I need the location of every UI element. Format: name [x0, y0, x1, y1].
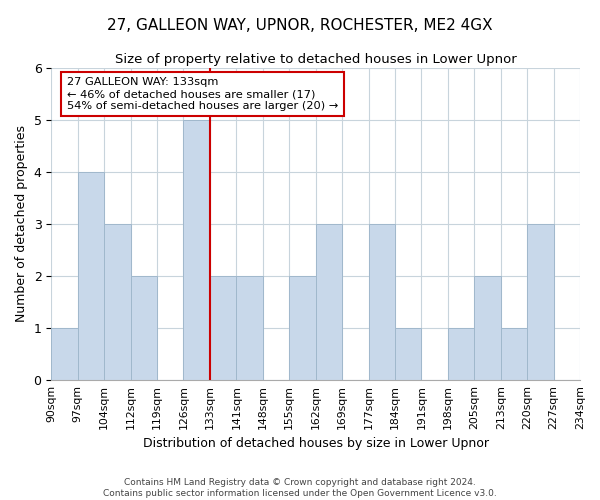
- Bar: [104, 224, 131, 380]
- Text: 27, GALLEON WAY, UPNOR, ROCHESTER, ME2 4GX: 27, GALLEON WAY, UPNOR, ROCHESTER, ME2 4…: [107, 18, 493, 32]
- Bar: [289, 276, 316, 380]
- Bar: [131, 276, 157, 380]
- Bar: [210, 276, 236, 380]
- Bar: [395, 328, 421, 380]
- Text: 27 GALLEON WAY: 133sqm
← 46% of detached houses are smaller (17)
54% of semi-det: 27 GALLEON WAY: 133sqm ← 46% of detached…: [67, 78, 338, 110]
- Y-axis label: Number of detached properties: Number of detached properties: [15, 126, 28, 322]
- X-axis label: Distribution of detached houses by size in Lower Upnor: Distribution of detached houses by size …: [143, 437, 488, 450]
- Bar: [448, 328, 474, 380]
- Bar: [368, 224, 395, 380]
- Bar: [78, 172, 104, 380]
- Bar: [500, 328, 527, 380]
- Title: Size of property relative to detached houses in Lower Upnor: Size of property relative to detached ho…: [115, 52, 517, 66]
- Text: Contains HM Land Registry data © Crown copyright and database right 2024.
Contai: Contains HM Land Registry data © Crown c…: [103, 478, 497, 498]
- Bar: [527, 224, 554, 380]
- Bar: [184, 120, 210, 380]
- Bar: [316, 224, 342, 380]
- Bar: [474, 276, 500, 380]
- Bar: [236, 276, 263, 380]
- Bar: [51, 328, 78, 380]
